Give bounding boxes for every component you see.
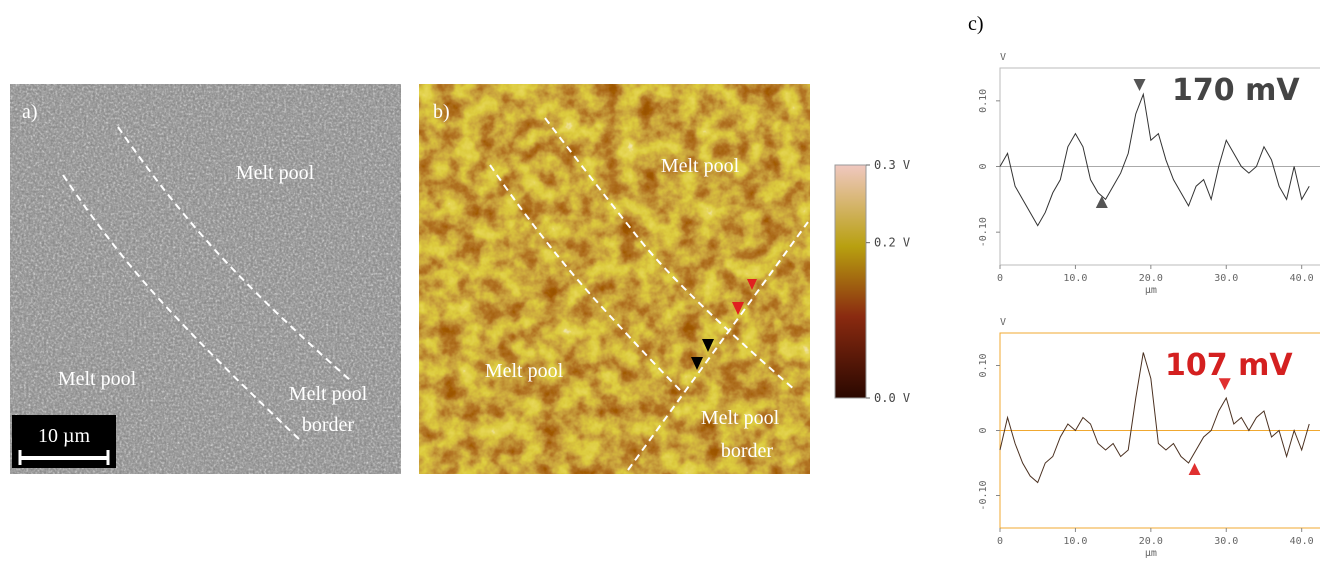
x-tick-label: 10.0 (1063, 273, 1087, 284)
region-label: Melt pool (58, 368, 137, 390)
x-tick-label: 30.0 (1214, 273, 1238, 284)
y-axis-label: V (1000, 52, 1006, 63)
figure: a) Melt pool Melt pool Melt pool border … (0, 0, 1320, 562)
y-tick-label: -0.10 (978, 480, 989, 510)
profile-marker (1189, 463, 1201, 475)
y-tick-label: 0.10 (978, 89, 989, 113)
x-tick-label: 40.0 (1290, 273, 1314, 284)
region-label: Melt pool (485, 360, 564, 382)
x-tick-label: 0 (997, 273, 1003, 284)
profile-marker (1134, 79, 1146, 91)
x-axis-label: µm (1145, 548, 1157, 559)
region-label: border (721, 440, 774, 462)
region-label: border (302, 414, 355, 436)
y-tick-label: 0.10 (978, 353, 989, 377)
x-tick-label: 10.0 (1063, 536, 1087, 547)
y-axis-label: V (1000, 317, 1006, 328)
peak-annotation: 107 mV (1165, 348, 1293, 383)
panel-a: a) Melt pool Melt pool Melt pool border … (10, 84, 401, 474)
y-tick-label: 0 (978, 163, 989, 169)
region-label: Melt pool (236, 162, 315, 184)
y-tick-label: -0.10 (978, 217, 989, 247)
region-label: Melt pool (289, 383, 368, 405)
x-axis-label: µm (1145, 285, 1157, 296)
panel-label: a) (22, 101, 38, 123)
peak-annotation: 170 mV (1172, 73, 1300, 108)
colorbar-ticks: 0.3 V 0.2 V 0.0 V (866, 158, 910, 405)
region-label: Melt pool (661, 155, 740, 177)
colorbar-tick-label: 0.2 V (874, 236, 910, 250)
x-tick-label: 30.0 (1214, 536, 1238, 547)
colorbar-tick-label: 0.0 V (874, 391, 910, 405)
x-tick-label: 20.0 (1139, 273, 1163, 284)
profile-line (1000, 94, 1309, 225)
profile-chart: -0.10 0 0.10 0 10.0 20.0 30.0 40.0 Vµm 170 mV (978, 52, 1320, 296)
x-tick-label: 40.0 (1290, 536, 1314, 547)
profile-chart: -0.10 0 0.10 0 10.0 20.0 30.0 40.0 Vµm 107 mV (978, 317, 1320, 559)
panel-b: b) Melt pool Melt pool Melt pool border … (419, 84, 910, 474)
x-tick-label: 20.0 (1139, 536, 1163, 547)
colorbar (835, 165, 866, 398)
scale-bar-label: 10 µm (38, 425, 91, 447)
y-tick-label: 0 (978, 427, 989, 433)
panel-label: c) (968, 13, 984, 35)
x-tick-label: 0 (997, 536, 1003, 547)
region-label: Melt pool (701, 407, 780, 429)
panel-label: b) (433, 101, 450, 123)
colorbar-tick-label: 0.3 V (874, 158, 910, 172)
